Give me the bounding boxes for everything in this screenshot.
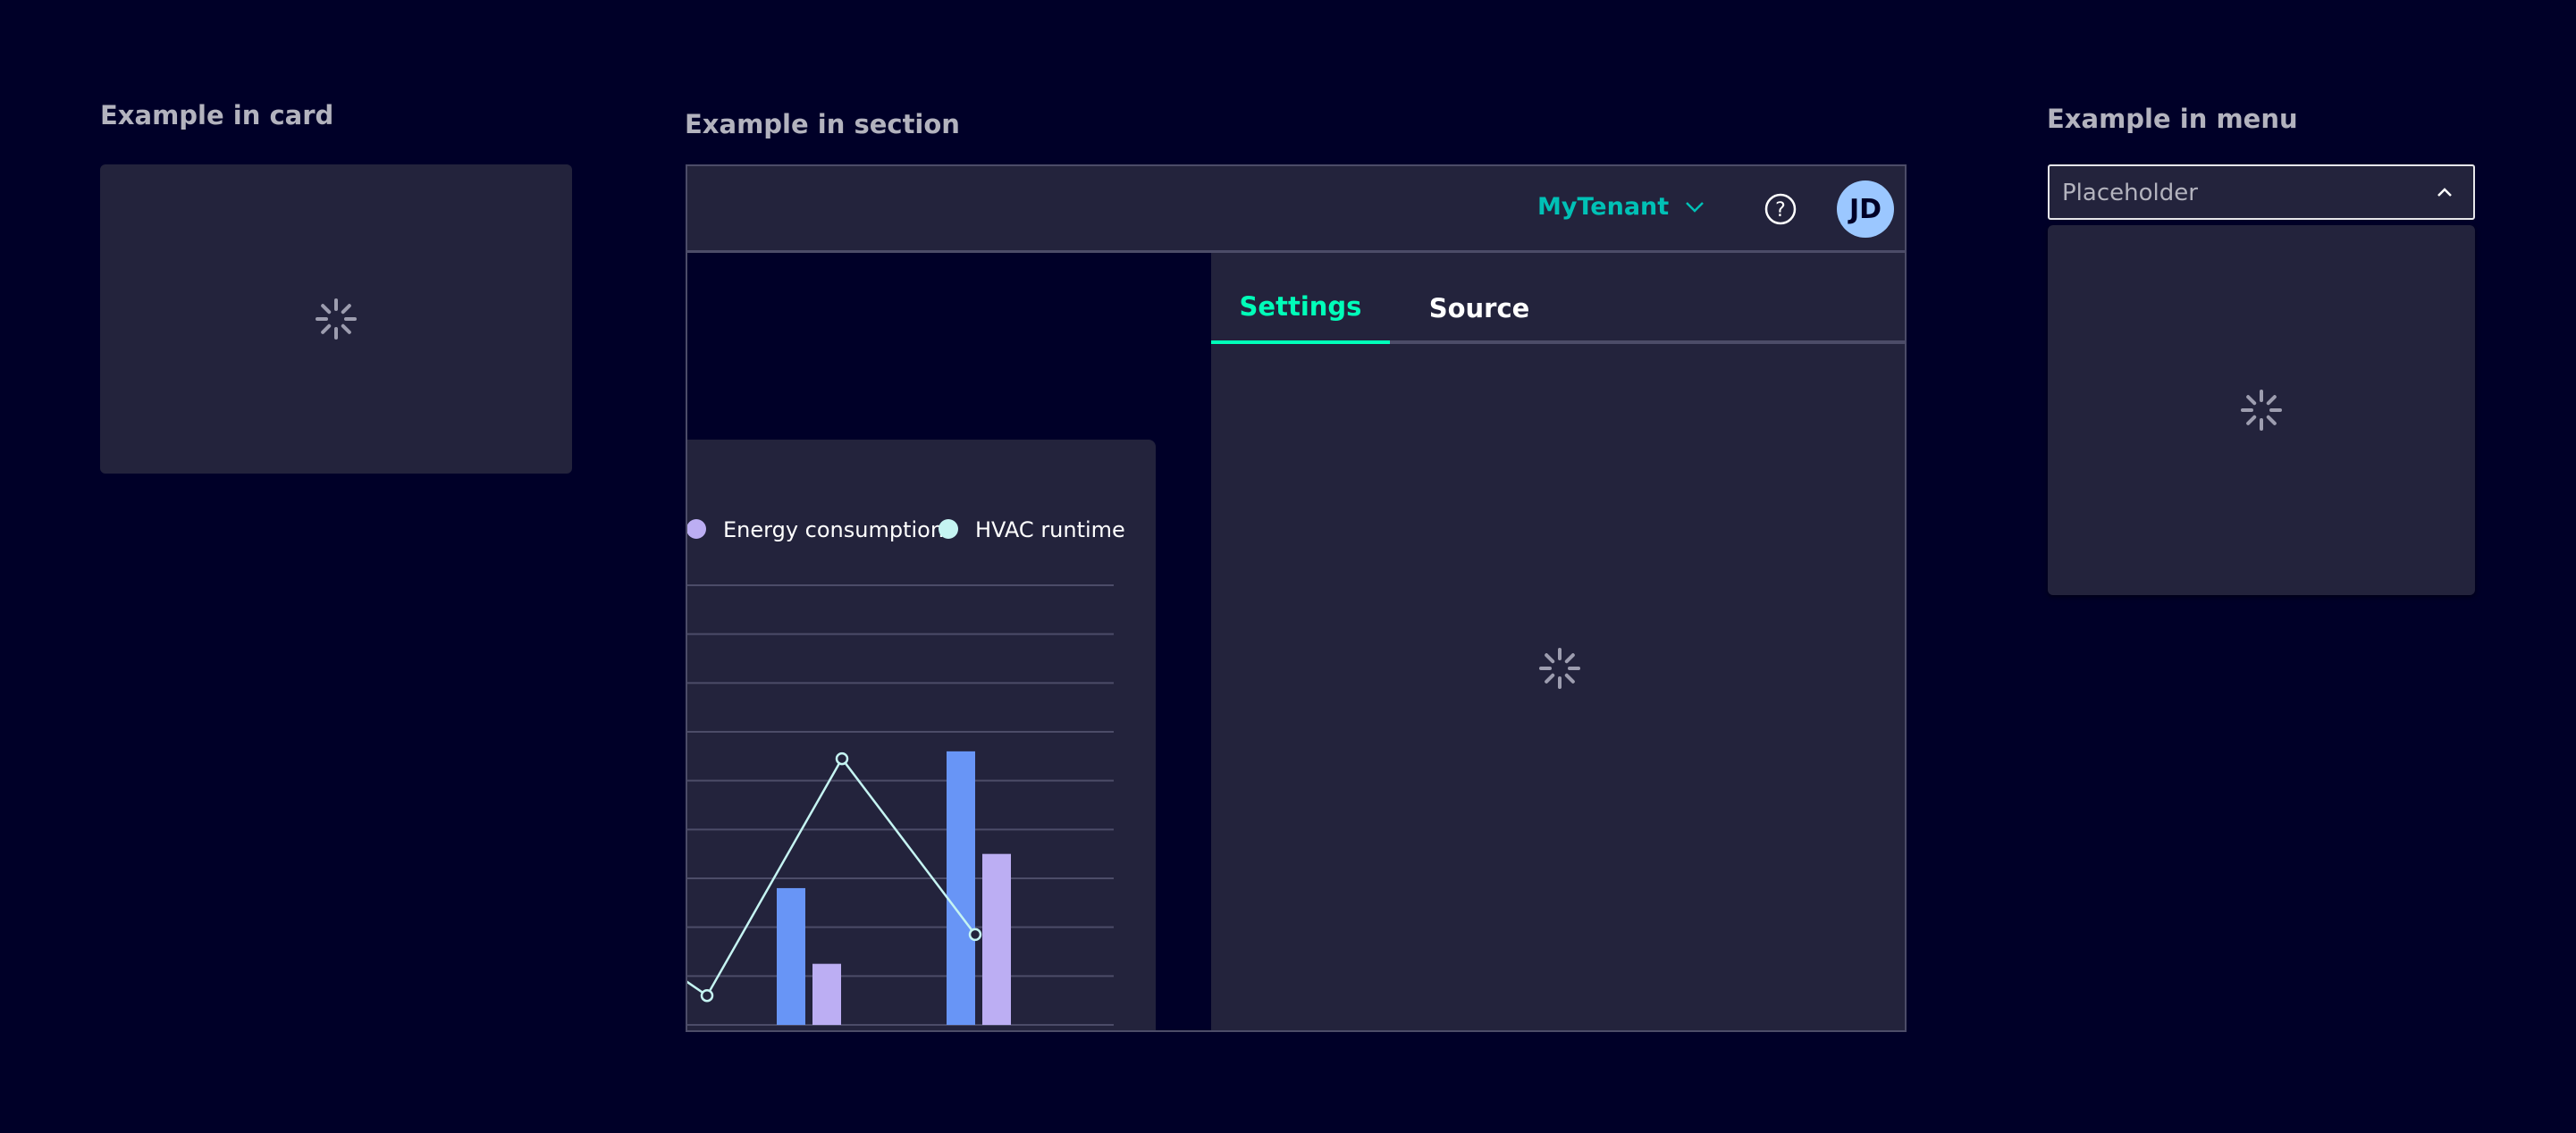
legend-label: HVAC runtime (975, 517, 1125, 542)
user-avatar[interactable]: JD (1837, 180, 1894, 238)
chevron-up-icon (2437, 188, 2452, 197)
dropdown-placeholder: Placeholder (2062, 180, 2198, 206)
tenant-switcher[interactable]: MyTenant (1537, 193, 1705, 221)
app-header: MyTenant ? JD (687, 166, 1905, 253)
card-example-label: Example in card (100, 100, 334, 130)
help-icon[interactable]: ? (1764, 192, 1797, 226)
section-example-label: Example in section (685, 109, 960, 139)
menu-example-label: Example in menu (2047, 104, 2298, 134)
line-point (700, 988, 714, 1003)
tab-source[interactable]: Source (1428, 293, 1530, 323)
chevron-down-icon (1686, 201, 1705, 213)
bar (947, 751, 975, 1025)
chart-card: Energy consumption HVAC runtime (687, 440, 1156, 1030)
loading-spinner-icon (316, 298, 357, 340)
tab-settings[interactable]: Settings (1211, 253, 1390, 344)
side-panel: Settings Source (1211, 253, 1905, 1030)
bar (812, 963, 841, 1025)
tenant-name: MyTenant (1537, 193, 1670, 221)
dropdown-select[interactable]: Placeholder (2048, 164, 2475, 220)
tab-bar-divider (1211, 340, 1905, 344)
loading-spinner-icon (1539, 648, 1580, 689)
loading-spinner-icon (2241, 390, 2282, 431)
bar (982, 853, 1011, 1025)
legend-marker (939, 519, 958, 539)
loading-card (100, 164, 572, 474)
bar (777, 887, 805, 1025)
chart: Energy consumption HVAC runtime (687, 517, 1125, 1026)
line-point (835, 751, 849, 766)
line-point (968, 927, 982, 942)
line-series (687, 756, 976, 998)
legend-marker (687, 519, 706, 539)
legend-label: Energy consumption (723, 517, 944, 542)
svg-text:?: ? (1775, 199, 1786, 222)
section-frame: MyTenant ? JD Energy consumption HVAC run… (686, 164, 1907, 1032)
dropdown-menu (2048, 225, 2475, 595)
